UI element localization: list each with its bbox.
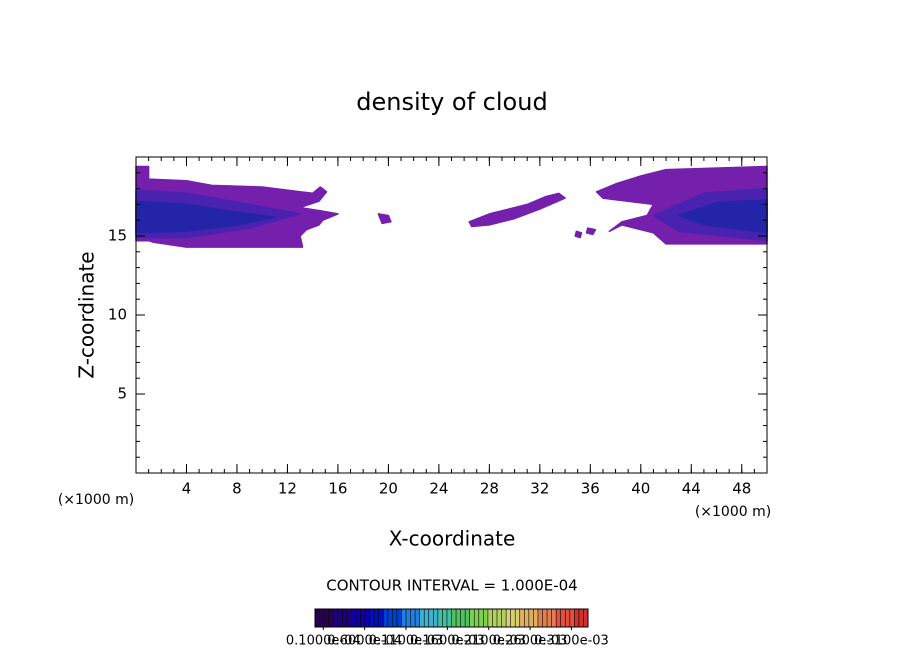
x-tick-label: 20 bbox=[379, 480, 398, 498]
x-tick-label: 24 bbox=[429, 480, 448, 498]
colorbar-stripe bbox=[556, 609, 561, 627]
colorbar-stripe bbox=[560, 609, 566, 627]
colorbar-stripe bbox=[406, 609, 411, 627]
x-tick-label: 44 bbox=[682, 480, 701, 498]
x-tick-label: 40 bbox=[631, 480, 650, 498]
colorbar-stripe bbox=[433, 609, 438, 627]
colorbar-stripe bbox=[392, 609, 397, 627]
x-tick-label: 8 bbox=[232, 480, 242, 498]
colorbar-stripe bbox=[533, 609, 538, 627]
colorbar-stripe bbox=[342, 609, 347, 627]
colorbar-stripe bbox=[378, 609, 384, 627]
colorbar-stripe bbox=[551, 609, 557, 627]
chart-title: density of cloud bbox=[356, 88, 547, 116]
colorbar-stripe bbox=[369, 609, 375, 627]
colorbar-stripe bbox=[501, 609, 507, 627]
x-tick-label: 36 bbox=[581, 480, 600, 498]
colorbar-stripe bbox=[328, 609, 334, 627]
colorbar-stripe bbox=[319, 609, 325, 627]
colorbar-stripe bbox=[574, 609, 579, 627]
colorbar-stripe bbox=[410, 609, 416, 627]
colorbar-stripe bbox=[424, 609, 429, 627]
colorbar-stripe bbox=[315, 609, 320, 627]
colorbar-stripe bbox=[324, 609, 329, 627]
y-tick-label: 10 bbox=[108, 306, 127, 324]
colorbar-stripe bbox=[396, 609, 402, 627]
colorbar-stripe bbox=[537, 609, 543, 627]
x-tick-label: 12 bbox=[278, 480, 297, 498]
contour-region bbox=[377, 213, 392, 225]
contour-region bbox=[468, 192, 566, 228]
colorbar-stripe bbox=[333, 609, 338, 627]
colorbar-stripe bbox=[351, 609, 356, 627]
colorbar-stripe bbox=[415, 609, 420, 627]
colorbar-stripe bbox=[460, 609, 466, 627]
contour-region bbox=[585, 227, 597, 236]
colorbar-stripe bbox=[578, 609, 584, 627]
colorbar-stripe bbox=[419, 609, 425, 627]
colorbar-stripe bbox=[465, 609, 470, 627]
x-tick-label: 4 bbox=[182, 480, 192, 498]
colorbar-stripe bbox=[360, 609, 366, 627]
colorbar-stripe bbox=[519, 609, 525, 627]
x-unit-label: (×1000 m) bbox=[695, 504, 771, 520]
colorbar-stripe bbox=[374, 609, 379, 627]
colorbar-stripe bbox=[346, 609, 352, 627]
colorbar-stripe bbox=[428, 609, 434, 627]
colorbar-stripe bbox=[583, 609, 588, 627]
colorbar-tick-label: 0.2600e-03 bbox=[493, 634, 568, 649]
colorbar-stripe bbox=[487, 609, 493, 627]
contour-region bbox=[574, 230, 583, 239]
colorbar-stripe bbox=[515, 609, 520, 627]
y-axis-label: Z-coordinate bbox=[75, 251, 99, 378]
colorbar-stripe bbox=[442, 609, 447, 627]
colorbar-stripe bbox=[401, 609, 406, 627]
colorbar-stripe bbox=[383, 609, 388, 627]
colorbar-stripe bbox=[492, 609, 497, 627]
colorbar-tick-label: 0.2100e-03 bbox=[451, 634, 526, 649]
contour-region bbox=[135, 200, 276, 234]
x-tick-label: 48 bbox=[732, 480, 751, 498]
colorbar-frame bbox=[314, 608, 589, 628]
colorbar-stripe bbox=[565, 609, 570, 627]
colorbar-stripe bbox=[547, 609, 552, 627]
x-axis-label: X-coordinate bbox=[389, 527, 516, 551]
x-tick-label: 28 bbox=[480, 480, 499, 498]
x-unit-label: (×1000 m) bbox=[58, 492, 134, 508]
y-tick-label: 5 bbox=[117, 385, 127, 403]
x-tick-label: 32 bbox=[530, 480, 549, 498]
y-tick-label: 15 bbox=[108, 227, 127, 245]
colorbar-tick-label: 0.1100e-03 bbox=[369, 634, 444, 649]
colorbar-stripe bbox=[542, 609, 548, 627]
colorbar-stripe bbox=[337, 609, 343, 627]
colorbar-stripe bbox=[446, 609, 452, 627]
colorbar-stripe bbox=[497, 609, 502, 627]
colorbar-stripe bbox=[569, 609, 575, 627]
colorbar-tick-label: 0.1000e-04 bbox=[286, 634, 361, 649]
x-tick-label: 16 bbox=[328, 480, 347, 498]
colorbar-stripe bbox=[510, 609, 516, 627]
colorbar-stripe bbox=[478, 609, 484, 627]
colorbar-stripe bbox=[483, 609, 488, 627]
colorbar-stripe bbox=[456, 609, 461, 627]
contour-note: CONTOUR INTERVAL = 1.000E-04 bbox=[326, 577, 577, 595]
colorbar-stripe bbox=[451, 609, 457, 627]
colorbar-tick-label: 0.3100e-03 bbox=[534, 634, 609, 649]
colorbar-stripe bbox=[355, 609, 361, 627]
colorbar-tick-label: 0.1600e-03 bbox=[410, 634, 485, 649]
colorbar-stripe bbox=[469, 609, 475, 627]
colorbar-stripe bbox=[365, 609, 370, 627]
colorbar-tick-label: 0.6000e-04 bbox=[327, 634, 402, 649]
colorbar-stripe bbox=[387, 609, 393, 627]
colorbar-stripe bbox=[524, 609, 529, 627]
colorbar-stripe bbox=[528, 609, 534, 627]
colorbar-stripe bbox=[437, 609, 443, 627]
colorbar-stripe bbox=[474, 609, 479, 627]
colorbar-stripe bbox=[506, 609, 511, 627]
